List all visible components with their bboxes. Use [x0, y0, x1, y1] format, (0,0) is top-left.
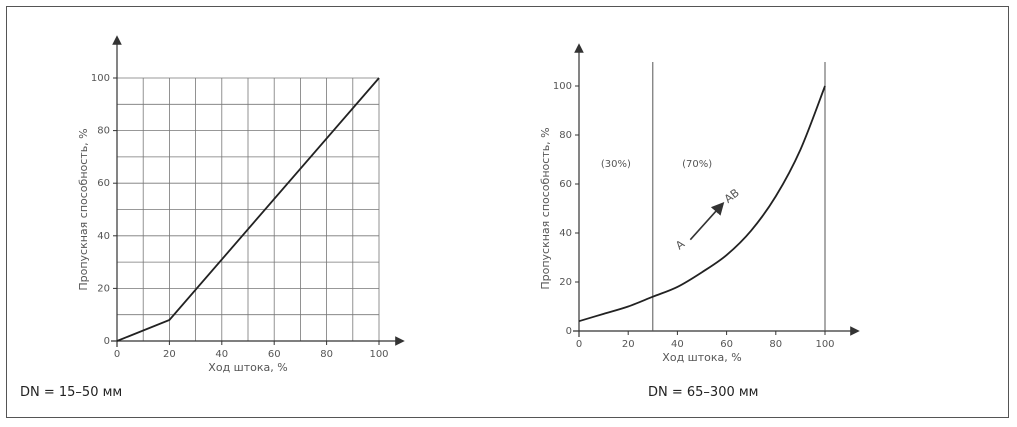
c1-x-tick-label: 40 — [215, 349, 228, 360]
c1-y-tick-label: 0 — [104, 336, 110, 347]
c2-x-tick-label: 80 — [769, 339, 782, 350]
c1-y-tick-label: 60 — [97, 178, 110, 189]
c2-x-axis-label: Ход штока, % — [662, 351, 741, 364]
c2-y-tick-label: 100 — [553, 81, 572, 92]
c1-y-tick-label: 20 — [97, 283, 110, 294]
c2-y-tick-label: 20 — [559, 277, 572, 288]
c1-x-tick-label: 0 — [114, 349, 120, 360]
c1-x-axis-label: Ход штока, % — [208, 361, 287, 374]
caption-left: DN = 15–50 мм — [20, 385, 123, 400]
c2-annotation-70: (70%) — [682, 159, 712, 170]
c2-annotation-30: (30%) — [601, 159, 631, 170]
c1-x-tick-label: 80 — [320, 349, 333, 360]
c2-x-tick-label: 60 — [720, 339, 733, 350]
c2-annotation-a: A — [673, 237, 687, 252]
c1-series-line — [116, 77, 380, 342]
chart-left: 0 20 40 60 80 100 0 20 40 60 80 100 Ход штока, % Проп… — [77, 35, 405, 374]
c1-x-tick-label: 100 — [369, 349, 388, 360]
c2-annotation-ab: AB — [722, 186, 742, 206]
c2-y-tick-label: 40 — [559, 228, 572, 239]
c2-flow-arrow — [689, 201, 725, 241]
c1-y-axis-label: Пропускная способность, % — [77, 128, 90, 290]
c1-x-tick-label: 20 — [163, 349, 176, 360]
c2-x-tick-label: 20 — [622, 339, 635, 350]
c2-x-tick-label: 100 — [815, 339, 834, 350]
c2-x-tick-label: 0 — [576, 339, 582, 350]
c2-y-tick-label: 0 — [566, 326, 572, 337]
c2-x-tick-label: 40 — [671, 339, 684, 350]
caption-right: DN = 65–300 мм — [648, 385, 759, 400]
c1-x-tick-label: 60 — [268, 349, 281, 360]
c2-y-tick-label: 80 — [559, 130, 572, 141]
c1-y-tick-label: 100 — [91, 73, 110, 84]
c2-y-tick-label: 60 — [559, 179, 572, 190]
c2-series-line — [578, 85, 826, 323]
c1-y-tick-label: 40 — [97, 231, 110, 242]
figure-frame — [6, 6, 1009, 418]
chart-right: 0 20 40 60 80 100 0 20 40 60 80 100 Ход штока, % Проп… — [539, 43, 860, 364]
c2-y-axis-label: Пропускная способность, % — [539, 127, 552, 289]
c1-y-tick-label: 80 — [97, 126, 110, 137]
